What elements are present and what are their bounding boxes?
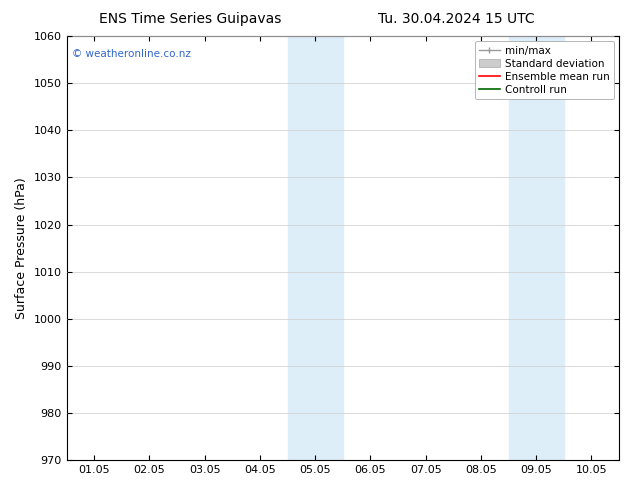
Text: ENS Time Series Guipavas: ENS Time Series Guipavas bbox=[99, 12, 281, 26]
Text: © weatheronline.co.nz: © weatheronline.co.nz bbox=[72, 49, 191, 59]
Text: Tu. 30.04.2024 15 UTC: Tu. 30.04.2024 15 UTC bbox=[378, 12, 535, 26]
Y-axis label: Surface Pressure (hPa): Surface Pressure (hPa) bbox=[15, 177, 28, 319]
Bar bbox=[288, 36, 343, 460]
Legend: min/max, Standard deviation, Ensemble mean run, Controll run: min/max, Standard deviation, Ensemble me… bbox=[475, 41, 614, 99]
Bar bbox=[508, 36, 564, 460]
